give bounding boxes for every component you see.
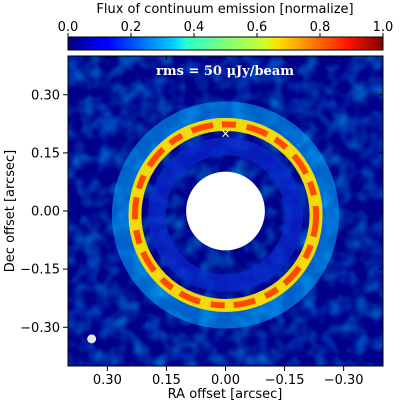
colorbar-gradient [67,36,384,51]
rms-annotation: rms = 50 μJy/beam [156,64,294,79]
colorbar-tick-label-0: 0.0 [58,20,79,35]
colorbar-label: Flux of continuum emission [normalize] [96,2,353,17]
star-marker: × [220,127,230,141]
beam-ellipse [87,334,97,344]
colorbar-tick-label-4: 0.8 [310,20,331,35]
y-axis-label: Dec offset [arcsec] [3,150,18,272]
x-tick-label-3: −0.15 [265,373,305,388]
x-tick-label-1: 0.15 [152,373,181,388]
ring-peak [131,121,320,309]
colorbar-ticks: 0.0 0.2 0.4 0.6 0.8 1.0 [58,20,394,37]
emission-ring [111,101,340,329]
y-tick-label-1: 0.15 [31,146,60,161]
ring-inner-gap [147,137,304,293]
x-tick-label-0: 0.30 [93,373,122,388]
x-tick-label-4: −0.30 [324,373,364,388]
x-axis-ticks: 0.30 0.15 0.00 −0.15 −0.30 [93,56,364,388]
x-tick-label-2: 0.00 [211,373,240,388]
y-tick-label-2: 0.00 [31,205,60,220]
map-panel: × rms = 50 μJy/beam 0.30 0.15 0.00 −0.15 −0.… [20,55,384,388]
y-tick-label-0: 0.30 [31,88,60,103]
y-tick-label-4: −0.30 [20,321,60,336]
y-axis-ticks: 0.30 0.15 0.00 −0.15 −0.30 [20,88,383,336]
colorbar-tick-label-2: 0.4 [184,20,205,35]
colorbar-tick-label-1: 0.2 [121,20,142,35]
ring-halo [111,101,340,329]
colorbar-tick-label-5: 1.0 [373,20,394,35]
y-tick-label-3: −0.15 [20,263,60,278]
masked-center [186,171,265,251]
colorbar: Flux of continuum emission [normalize] 0… [58,2,394,51]
colorbar-tick-label-3: 0.6 [247,20,268,35]
x-axis-label: RA offset [arcsec] [168,387,283,402]
